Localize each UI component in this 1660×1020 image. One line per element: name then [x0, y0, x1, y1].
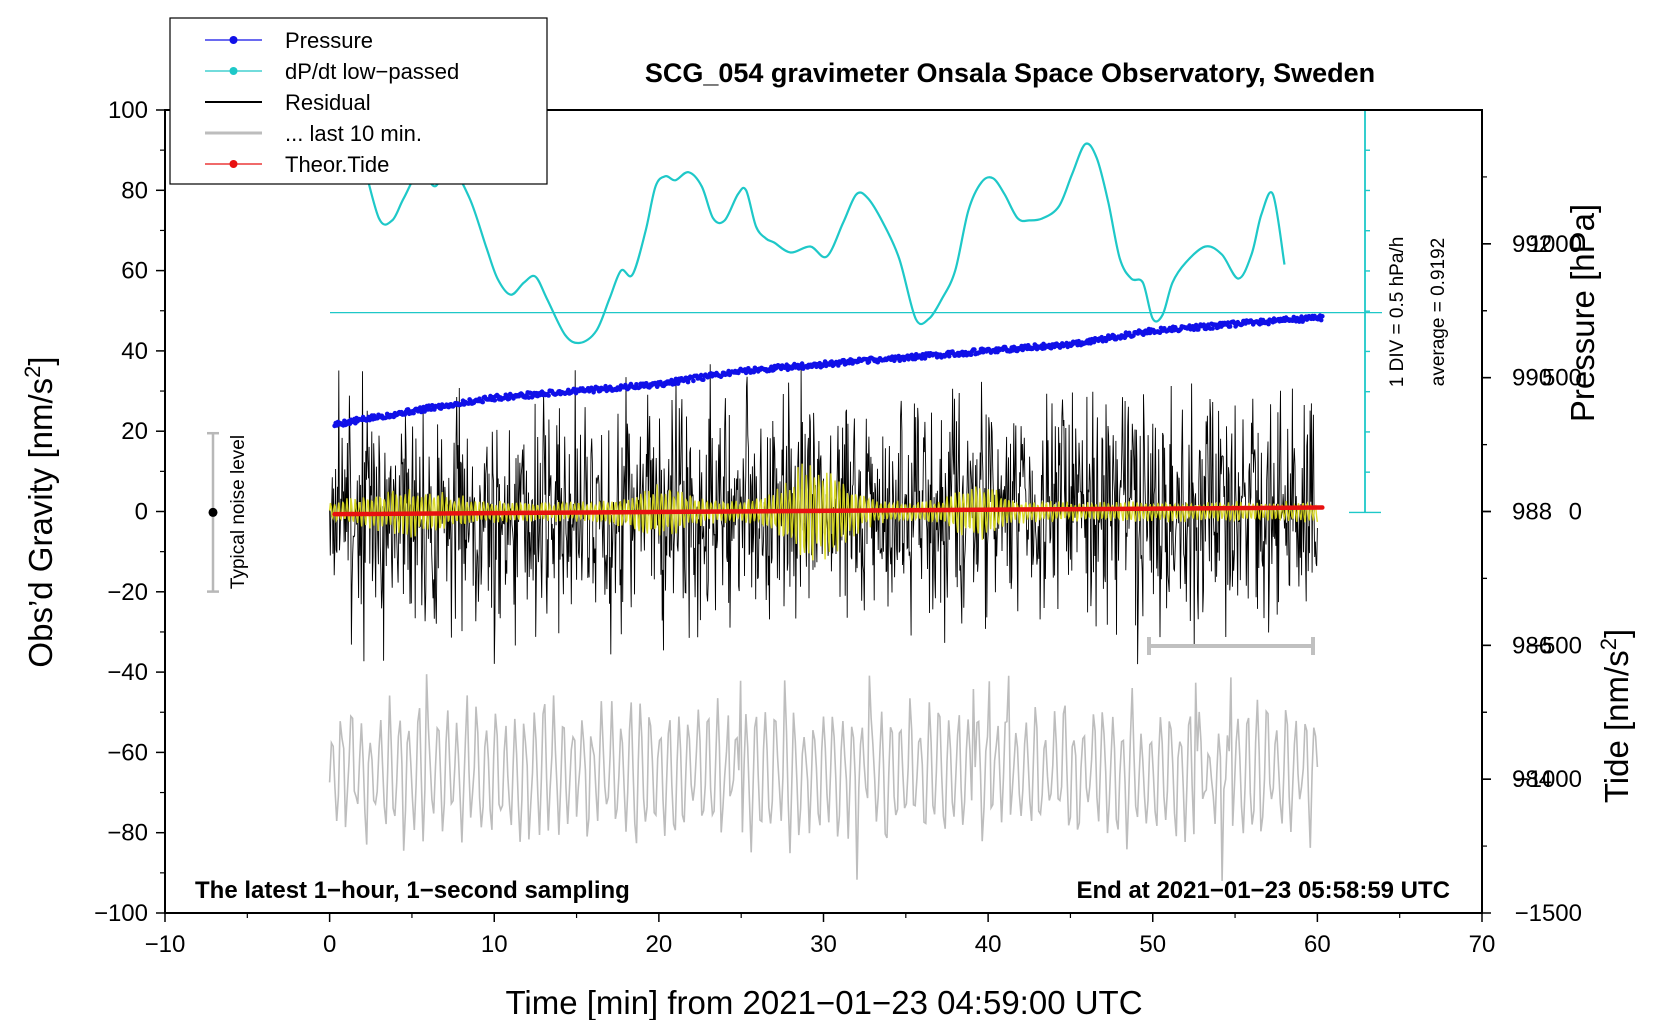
- pressure-point: [1227, 324, 1233, 329]
- y-axis-gravity: −100 −80 −60 −40 −20 0 20 40 60 80 100: [94, 97, 165, 927]
- residual-line: [329, 364, 1318, 665]
- legend-marker: [229, 160, 238, 168]
- pressure-point: [919, 356, 924, 361]
- dpdt-line: [361, 142, 1286, 345]
- pressure-point: [691, 378, 696, 384]
- pressure-tick-label: 986: [1512, 632, 1552, 659]
- legend-label: dP/dt low−passed: [285, 59, 459, 84]
- y-axis-pressure: 984 986 988 990 992: [1482, 176, 1552, 793]
- tide-tick-label: 0: [1569, 499, 1582, 526]
- noise-label: Typical noise level: [228, 435, 249, 589]
- x-tick-label: 30: [810, 931, 837, 958]
- legend-label: ... last 10 min.: [285, 121, 422, 146]
- pressure-tick-label: 984: [1512, 766, 1552, 793]
- x-tick-label: 20: [646, 931, 673, 958]
- y-tick-label: 0: [135, 499, 148, 526]
- y-tick-label: 80: [121, 177, 148, 204]
- noise-indicator: Typical noise level: [207, 431, 249, 593]
- x-tick-label: 70: [1469, 931, 1496, 958]
- last10-range-bar: [1147, 637, 1315, 655]
- x-tick-label: 10: [481, 931, 508, 958]
- pressure-tick-label: 992: [1512, 231, 1552, 258]
- y-tick-label: −20: [107, 579, 148, 606]
- x-tick-label: 40: [975, 931, 1002, 958]
- y-axis-label-gravity: Obs’d Gravity [nm/s2]: [20, 356, 59, 667]
- legend: Pressure dP/dt low−passed Residual ... last…: [169, 17, 548, 185]
- y-tick-label: −100: [94, 900, 148, 927]
- dpdt-series: [361, 142, 1286, 345]
- x-tick-label: −10: [145, 931, 186, 958]
- y-axis-label-tide: Tide [nm/s2]: [1596, 629, 1635, 803]
- legend-marker: [229, 36, 238, 44]
- pressure-point: [1266, 321, 1271, 327]
- dpdt-scale-label: 1 DIV = 0.5 hPa/h: [1387, 237, 1408, 388]
- tide-tick-label: −500: [1528, 632, 1582, 659]
- pressure-point: [972, 347, 977, 352]
- tide-tick-label: −1500: [1515, 900, 1582, 927]
- pressure-point: [492, 398, 498, 403]
- pressure-point: [1210, 326, 1215, 331]
- y-axis-tide: −1500 −1000 −500 0 500 1000: [1482, 231, 1582, 927]
- tide-series: [332, 505, 1325, 517]
- pressure-point: [546, 393, 551, 398]
- x-axis: −10 0 10 20 30 40 50 60 70: [145, 913, 1496, 958]
- pressure-point: [526, 395, 532, 400]
- pressure-point: [480, 399, 486, 405]
- pressure-point: [866, 359, 872, 365]
- y-tick-label: 60: [121, 258, 148, 285]
- pressure-tick-label: 990: [1512, 365, 1552, 392]
- residual-series: [329, 364, 1318, 665]
- sampling-note: The latest 1−hour, 1−second sampling: [195, 877, 630, 904]
- legend-label: Pressure: [285, 28, 373, 53]
- pressure-point: [1320, 314, 1325, 319]
- y-tick-label: 20: [121, 418, 148, 445]
- dpdt-scale-bar: [1349, 109, 1381, 514]
- legend-label: Residual: [285, 90, 371, 115]
- pressure-point: [946, 353, 952, 359]
- pressure-point: [1225, 320, 1231, 325]
- x-tick-label: 50: [1139, 931, 1166, 958]
- pressure-point: [1318, 317, 1324, 323]
- pressure-point: [701, 377, 706, 383]
- x-tick-label: 60: [1304, 931, 1331, 958]
- y-tick-label: 100: [108, 97, 148, 124]
- end-time-note: End at 2021−01−23 05:58:59 UTC: [1076, 877, 1450, 904]
- legend-marker: [229, 67, 238, 75]
- chart-title: SCG_054 gravimeter Onsala Space Observat…: [645, 58, 1375, 88]
- y-tick-label: 40: [121, 338, 148, 365]
- x-axis-label: Time [min] from 2021−01−23 04:59:00 UTC: [505, 984, 1142, 1020]
- pressure-series: [332, 313, 1325, 429]
- filtered-residual-series: [328, 463, 1319, 561]
- legend-label: Theor.Tide: [285, 152, 389, 177]
- dpdt-average-label: average = 0.9192: [1428, 238, 1449, 386]
- pressure-point: [977, 350, 983, 355]
- x-tick-label: 0: [323, 931, 336, 958]
- tide-line: [332, 505, 1325, 517]
- y-tick-label: −80: [107, 820, 148, 847]
- y-tick-label: −40: [107, 659, 148, 686]
- pressure-point: [968, 352, 974, 358]
- y-tick-label: −60: [107, 739, 148, 766]
- tide-tick-label: −1000: [1515, 766, 1582, 793]
- last10-series: [328, 674, 1319, 881]
- tide-tick-label: 500: [1542, 365, 1582, 392]
- pressure-tick-label: 988: [1512, 499, 1552, 526]
- tide-tick-label: 1000: [1529, 231, 1582, 258]
- filtered-residual-line: [328, 463, 1319, 561]
- last10-line: [328, 674, 1319, 881]
- y-axis-label-pressure: Pressure [hPa]: [1564, 204, 1601, 422]
